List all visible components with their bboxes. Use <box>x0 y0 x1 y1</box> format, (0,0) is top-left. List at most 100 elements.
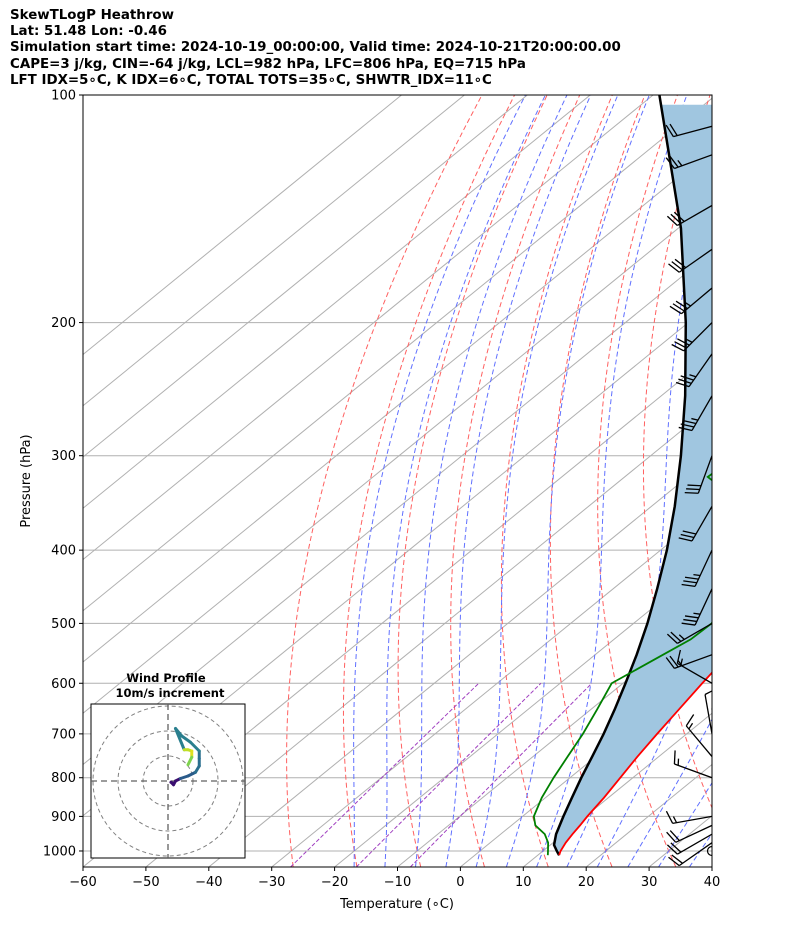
y-tick-label: 300 <box>51 449 76 464</box>
wind-barb-flag <box>666 633 678 644</box>
wind-barb-staff <box>683 322 712 352</box>
isotherm <box>711 866 712 867</box>
hodograph-segment <box>186 755 194 767</box>
wind-barb-staff <box>677 204 712 227</box>
x-tick-label: −50 <box>132 875 159 890</box>
x-tick-label: 40 <box>704 875 721 890</box>
wind-barb <box>711 702 712 710</box>
moist-adiabat <box>536 95 688 867</box>
wind-barb-staff <box>674 763 712 779</box>
wind-barb-staff <box>691 505 712 542</box>
wind-barb-staff <box>677 833 712 855</box>
wind-barb-flag <box>678 426 693 432</box>
moist-adiabat <box>505 95 650 867</box>
dry-adiabat <box>773 95 794 867</box>
isotherm <box>271 507 712 867</box>
wind-barb-half-flag <box>677 659 683 667</box>
wind-barb-half-flag <box>691 417 699 421</box>
wind-barb-flag <box>682 530 697 535</box>
mixing-ratio-line <box>410 682 593 867</box>
hodograph-subtitle: 10m/s increment <box>116 686 225 700</box>
wind-barb-staff <box>694 549 712 587</box>
y-tick-label: 400 <box>51 544 76 559</box>
wind-barb <box>704 690 712 734</box>
moist-adiabat <box>353 95 526 867</box>
wind-barb <box>666 204 712 227</box>
wind-barb <box>684 455 712 494</box>
wind-barb-half-flag <box>685 338 693 343</box>
isotherm <box>83 97 712 612</box>
x-axis: −60 −50 −40 −30 −20 −10 0 10 20 30 40 <box>69 867 720 890</box>
wind-barb-flag <box>672 303 685 312</box>
wind-barb <box>671 322 712 352</box>
isotherm <box>83 95 528 458</box>
isotherm <box>522 712 712 867</box>
hodograph-segment <box>180 734 192 744</box>
wind-barb <box>678 395 712 432</box>
wind-barb-flag <box>684 576 699 580</box>
wind-barb-staff <box>694 588 712 626</box>
wind-barb <box>706 845 712 857</box>
wind-barb-flag <box>671 343 685 352</box>
moist-adiabat <box>414 95 568 867</box>
wind-barb-flag <box>665 124 674 137</box>
mixing-ratio-line <box>355 682 542 867</box>
wind-barb <box>665 810 712 824</box>
y-axis: 100 200 300 400 500 600 700 800 900 1000 <box>43 89 83 859</box>
dry-adiabat-layer <box>286 95 794 867</box>
x-tick-label: 10 <box>515 875 532 890</box>
isotherm <box>83 95 654 561</box>
hodograph-trace <box>169 727 201 787</box>
wind-barb-flag <box>673 211 685 222</box>
wind-barb-flag <box>675 300 688 310</box>
wind-barb-flag <box>669 830 680 842</box>
wind-barb-flag <box>666 215 678 226</box>
wind-barb-staff <box>677 622 712 644</box>
wind-barb <box>668 842 712 867</box>
wind-barb <box>669 287 712 315</box>
x-tick-label: −10 <box>384 875 411 890</box>
wind-barb-flag <box>678 378 692 384</box>
y-tick-label: 800 <box>51 771 76 786</box>
chart-title: SkewTLogP Heathrow <box>10 8 175 23</box>
y-axis-label: Pressure (hPa) <box>19 434 34 527</box>
wind-barb-staff <box>711 702 712 710</box>
wind-barb <box>673 750 712 779</box>
wind-barb-staff <box>680 287 712 315</box>
cape-fill-layer <box>554 104 712 856</box>
hodograph-inset: Wind Profile 10m/s increment <box>90 671 246 859</box>
parcel-profile-line <box>552 95 688 856</box>
x-tick-label: 30 <box>641 875 658 890</box>
hodograph-rings <box>91 704 245 858</box>
wind-barb-layer <box>665 123 712 867</box>
wind-barb-flag <box>682 419 697 425</box>
wind-barb-staff <box>677 662 712 684</box>
wind-barb <box>678 505 712 542</box>
wind-barb-flag <box>680 423 695 428</box>
wind-barb <box>668 248 712 273</box>
hodograph-segment <box>189 740 201 753</box>
isotherm <box>145 405 712 867</box>
dry-adiabat <box>549 95 646 867</box>
wind-barb-flag <box>666 831 677 843</box>
wind-barb-flag <box>674 341 687 349</box>
wind-barb-flag <box>673 750 676 765</box>
wind-barb-staff <box>674 154 712 170</box>
y-tick-label: 900 <box>51 810 76 825</box>
wind-barb-half-flag <box>684 301 691 307</box>
wind-barb <box>665 654 712 669</box>
wind-barb-flag <box>669 655 679 668</box>
wind-barb-flag <box>668 856 680 867</box>
x-tick-label: −30 <box>258 875 285 890</box>
isotherm <box>83 95 402 356</box>
location-line: Lat: 51.48 Lon: -0.46 <box>10 24 167 40</box>
wind-barb-half-flag <box>678 634 685 640</box>
wind-barb-flag <box>675 381 690 388</box>
wind-barb-staff <box>697 455 712 494</box>
wind-barb-staff <box>674 654 712 669</box>
mixing-ratio-layer <box>290 682 593 867</box>
wind-barb-half-flag <box>689 374 697 378</box>
wind-barb-calm <box>706 845 712 857</box>
wind-barb-staff <box>675 824 712 843</box>
wind-barb-flag <box>687 484 702 487</box>
